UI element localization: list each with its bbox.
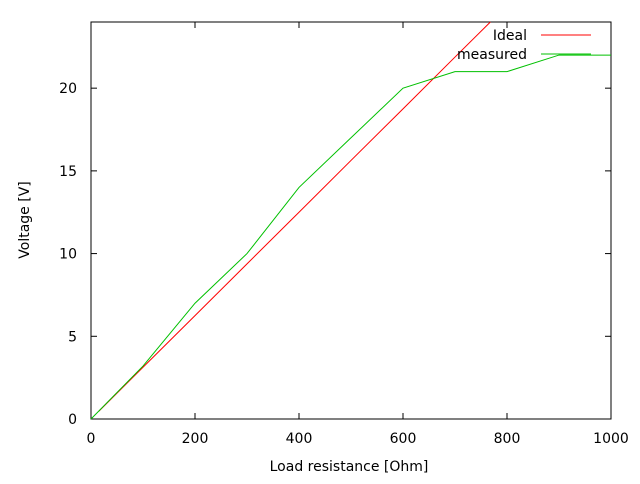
series-line-ideal: [98, 21, 491, 412]
x-tick-label: 400: [286, 431, 313, 447]
y-tick-label: 10: [59, 247, 77, 263]
x-tick-label: 200: [182, 431, 209, 447]
legend-label: measured: [457, 47, 527, 63]
y-tick-label: 0: [68, 412, 77, 428]
x-tick-label: 800: [494, 431, 521, 447]
y-tick-label: 20: [59, 81, 77, 97]
x-tick-label: 1000: [593, 431, 629, 447]
series-line-measured: [90, 54, 611, 420]
legend-label: Ideal: [493, 28, 527, 44]
x-axis-label: Load resistance [Ohm]: [270, 459, 429, 475]
x-tick-label: 0: [87, 431, 96, 447]
x-tick-label: 600: [390, 431, 417, 447]
y-tick-label: 5: [68, 329, 77, 345]
y-axis-label: Voltage [V]: [17, 181, 33, 258]
plot-border: [90, 21, 612, 420]
y-tick-label: 15: [59, 164, 77, 180]
